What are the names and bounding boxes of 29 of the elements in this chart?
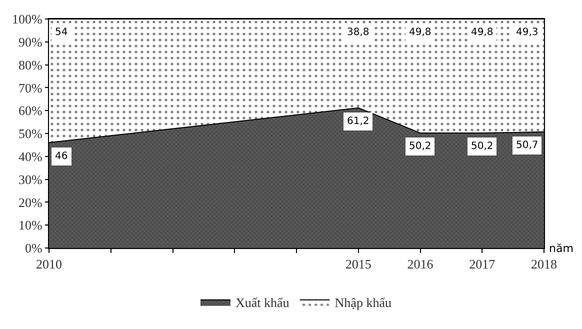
data-label: 61,2	[347, 116, 370, 127]
x-tick-label: 2015	[345, 256, 372, 272]
y-tick-label: 30%	[18, 172, 43, 187]
legend-label: Xuất khẩu	[236, 294, 290, 310]
data-label: 49,3	[516, 27, 538, 38]
y-tick-label: 70%	[18, 80, 43, 96]
y-tick-label: 50%	[18, 126, 43, 142]
legend-label: Nhập khẩu	[334, 294, 392, 310]
x-tick-label: 2018	[531, 256, 557, 272]
x-tick-label: 2010	[36, 256, 62, 272]
y-tick-label: 20%	[18, 194, 43, 210]
y-tick-label: 0%	[25, 240, 43, 256]
y-tick-label: 100%	[12, 12, 43, 27]
data-label: 38,8	[347, 27, 370, 38]
y-tick-label: 90%	[18, 34, 43, 50]
data-label: 49,8	[471, 27, 494, 38]
x-tick-label: 2016	[407, 256, 434, 272]
data-label: 50,7	[516, 140, 538, 151]
data-label: 46	[55, 151, 68, 162]
data-label: 50,2	[409, 141, 432, 152]
y-tick-label: 10%	[18, 218, 43, 233]
data-label: 49,8	[409, 27, 432, 38]
x-axis-title: năm	[549, 242, 574, 255]
y-tick-label: 80%	[18, 57, 43, 72]
data-label: 54	[55, 27, 68, 38]
y-tick-label: 60%	[18, 103, 43, 118]
x-tick-label: 2017	[469, 256, 496, 272]
y-tick-label: 40%	[18, 148, 43, 164]
data-label: 50,2	[471, 141, 494, 152]
